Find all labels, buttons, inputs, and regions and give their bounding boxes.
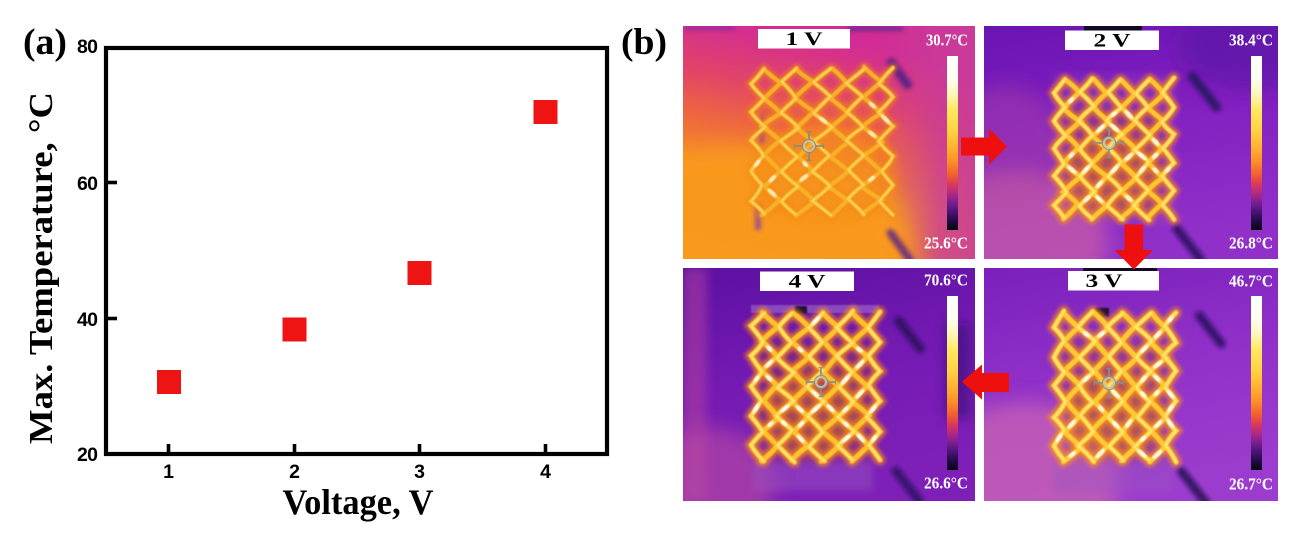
svg-text:26.6°C: 26.6°C	[924, 474, 968, 493]
svg-text:3: 3	[414, 461, 425, 483]
svg-text:40: 40	[77, 309, 98, 331]
svg-text:70.6°C: 70.6°C	[924, 271, 968, 290]
svg-text:25.6°C: 25.6°C	[924, 234, 968, 253]
svg-text:80: 80	[77, 36, 98, 58]
svg-text:Max. Temperature, °C: Max. Temperature, °C	[23, 92, 60, 444]
svg-text:1: 1	[163, 461, 174, 483]
svg-text:60: 60	[77, 173, 98, 195]
svg-text:4 V: 4 V	[789, 273, 827, 293]
svg-text:38.4°C: 38.4°C	[1229, 31, 1273, 50]
svg-text:2 V: 2 V	[1094, 32, 1132, 52]
svg-text:3 V: 3 V	[1086, 272, 1124, 292]
svg-text:(b): (b)	[621, 22, 667, 63]
svg-text:1 V: 1 V	[786, 30, 824, 50]
svg-text:Voltage, V: Voltage, V	[283, 482, 434, 522]
svg-text:4: 4	[540, 461, 551, 483]
svg-text:2: 2	[289, 461, 300, 483]
svg-text:26.8°C: 26.8°C	[1229, 234, 1273, 253]
svg-text:20: 20	[77, 444, 98, 466]
svg-text:26.7°C: 26.7°C	[1229, 475, 1273, 494]
svg-text:30.7°C: 30.7°C	[926, 31, 968, 50]
svg-text:46.7°C: 46.7°C	[1229, 272, 1273, 291]
svg-text:(a): (a)	[23, 22, 67, 63]
